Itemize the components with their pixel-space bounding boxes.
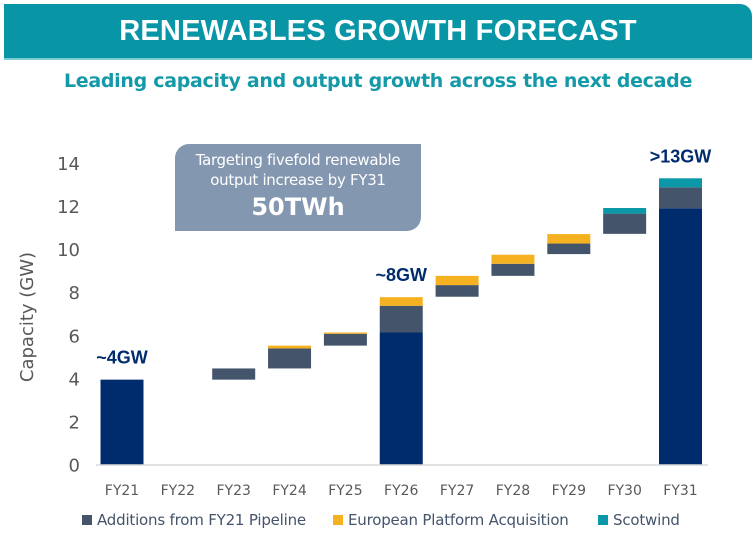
bar-pipeline-fy31 xyxy=(659,187,702,209)
y-tick-label: 10 xyxy=(57,240,80,261)
page-subtitle: Leading capacity and output growth acros… xyxy=(63,70,693,92)
legend-swatch-european xyxy=(333,515,343,525)
bar-european-fy29 xyxy=(547,234,591,244)
chart-legend: Additions from FY21 Pipeline European Pl… xyxy=(0,511,756,533)
y-tick-label: 4 xyxy=(69,369,80,390)
bar-pipeline-fy29 xyxy=(547,243,591,255)
legend-label: European Platform Acquisition xyxy=(348,511,569,529)
legend-item-pipeline: Additions from FY21 Pipeline xyxy=(82,511,306,529)
x-tick-label: FY24 xyxy=(272,483,307,499)
x-tick-label: FY22 xyxy=(161,483,195,499)
bar-existing-fy26 xyxy=(379,332,423,465)
x-tick-label: FY29 xyxy=(552,483,586,499)
x-axis: FY21 FY22 FY23 FY24 FY25 FY26 FY27 FY28 FY29 FY30… xyxy=(105,483,698,499)
x-tick-label: FY28 xyxy=(496,483,530,499)
y-tick-label: 8 xyxy=(69,283,80,304)
bar-european-fy28 xyxy=(491,254,535,264)
y-tick-label: 0 xyxy=(69,456,80,477)
bar-annotation: ~8GW xyxy=(375,265,427,285)
bar-european-fy26 xyxy=(379,297,423,306)
x-tick-label: FY21 xyxy=(105,483,139,499)
bar-european-fy25 xyxy=(323,332,367,334)
bar-pipeline-fy24 xyxy=(268,348,312,369)
title-banner: RENEWABLES GROWTH FORECAST xyxy=(4,4,752,60)
bar-pipeline-fy26 xyxy=(379,305,423,333)
legend-label: Additions from FY21 Pipeline xyxy=(97,511,306,529)
x-tick-label: FY23 xyxy=(216,483,250,499)
x-tick-label: FY30 xyxy=(607,483,641,499)
bar-annotation: >13GW xyxy=(650,146,712,166)
bar-pipeline-fy25 xyxy=(323,333,367,346)
y-tick-label: 14 xyxy=(57,154,80,175)
y-tick-label: 6 xyxy=(69,326,80,347)
callout-line-1: Targeting fivefold renewable xyxy=(195,151,401,169)
bars-group xyxy=(100,178,702,465)
callout-value: 50TWh xyxy=(251,193,345,221)
y-tick-label: 12 xyxy=(57,197,80,218)
legend-swatch-scotwind xyxy=(598,515,608,525)
bar-pipeline-fy30 xyxy=(603,213,647,234)
legend-item-scotwind: Scotwind xyxy=(598,511,680,529)
bar-european-fy24 xyxy=(268,345,312,349)
bar-pipeline-fy23 xyxy=(212,368,256,380)
legend-item-european: European Platform Acquisition xyxy=(333,511,569,529)
bar-pipeline-fy28 xyxy=(491,263,535,276)
legend-swatch-pipeline xyxy=(82,515,92,525)
legend-label: Scotwind xyxy=(613,511,680,529)
bar-existing-fy21 xyxy=(100,379,144,465)
bar-scotwind-fy31 xyxy=(659,178,702,188)
page-title: RENEWABLES GROWTH FORECAST xyxy=(119,14,637,47)
bar-annotation: ~4GW xyxy=(96,348,148,368)
bar-european-fy27 xyxy=(435,275,479,286)
bar-pipeline-fy27 xyxy=(435,285,479,297)
x-tick-label: FY31 xyxy=(663,483,697,499)
target-callout-box: Targeting fivefold renewable output incr… xyxy=(175,144,421,231)
y-tick-label: 2 xyxy=(69,412,80,433)
x-tick-label: FY25 xyxy=(328,483,362,499)
y-axis: 0 2 4 6 8 10 12 14 xyxy=(57,154,80,477)
x-tick-label: FY26 xyxy=(384,483,419,499)
x-tick-label: FY27 xyxy=(440,483,474,499)
y-axis-label: Capacity (GW) xyxy=(17,252,38,382)
bar-existing-fy31 xyxy=(659,208,702,465)
callout-line-2: output increase by FY31 xyxy=(210,171,386,189)
annotations: ~4GW ~8GW >13GW xyxy=(96,146,711,367)
bar-scotwind-fy30 xyxy=(603,208,647,214)
